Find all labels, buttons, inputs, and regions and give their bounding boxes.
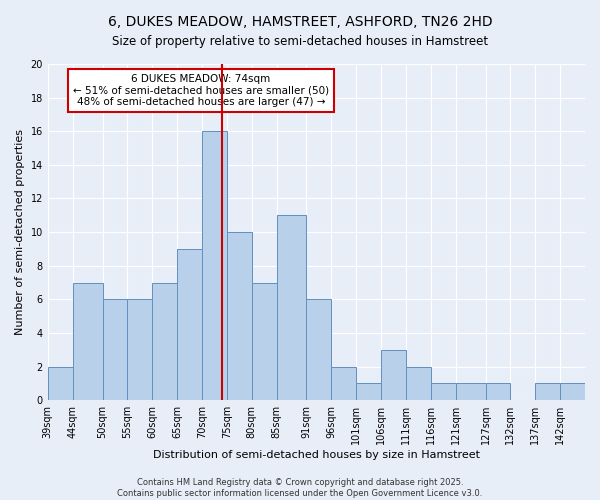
Bar bbox=[177, 249, 202, 400]
Bar bbox=[48, 366, 73, 400]
X-axis label: Distribution of semi-detached houses by size in Hamstreet: Distribution of semi-detached houses by … bbox=[153, 450, 480, 460]
Bar bbox=[127, 300, 152, 400]
Bar bbox=[103, 300, 127, 400]
Bar bbox=[455, 384, 485, 400]
Bar bbox=[406, 366, 431, 400]
Bar bbox=[227, 232, 252, 400]
Bar bbox=[152, 282, 177, 400]
Bar bbox=[485, 384, 511, 400]
Text: 6 DUKES MEADOW: 74sqm
← 51% of semi-detached houses are smaller (50)
48% of semi: 6 DUKES MEADOW: 74sqm ← 51% of semi-deta… bbox=[73, 74, 329, 108]
Bar bbox=[252, 282, 277, 400]
Bar bbox=[431, 384, 455, 400]
Bar bbox=[73, 282, 103, 400]
Bar bbox=[202, 131, 227, 400]
Bar bbox=[307, 300, 331, 400]
Bar bbox=[356, 384, 381, 400]
Bar bbox=[535, 384, 560, 400]
Bar bbox=[560, 384, 585, 400]
Text: Size of property relative to semi-detached houses in Hamstreet: Size of property relative to semi-detach… bbox=[112, 35, 488, 48]
Bar bbox=[381, 350, 406, 400]
Text: 6, DUKES MEADOW, HAMSTREET, ASHFORD, TN26 2HD: 6, DUKES MEADOW, HAMSTREET, ASHFORD, TN2… bbox=[107, 15, 493, 29]
Bar bbox=[277, 216, 307, 400]
Bar bbox=[331, 366, 356, 400]
Y-axis label: Number of semi-detached properties: Number of semi-detached properties bbox=[15, 129, 25, 335]
Text: Contains HM Land Registry data © Crown copyright and database right 2025.
Contai: Contains HM Land Registry data © Crown c… bbox=[118, 478, 482, 498]
